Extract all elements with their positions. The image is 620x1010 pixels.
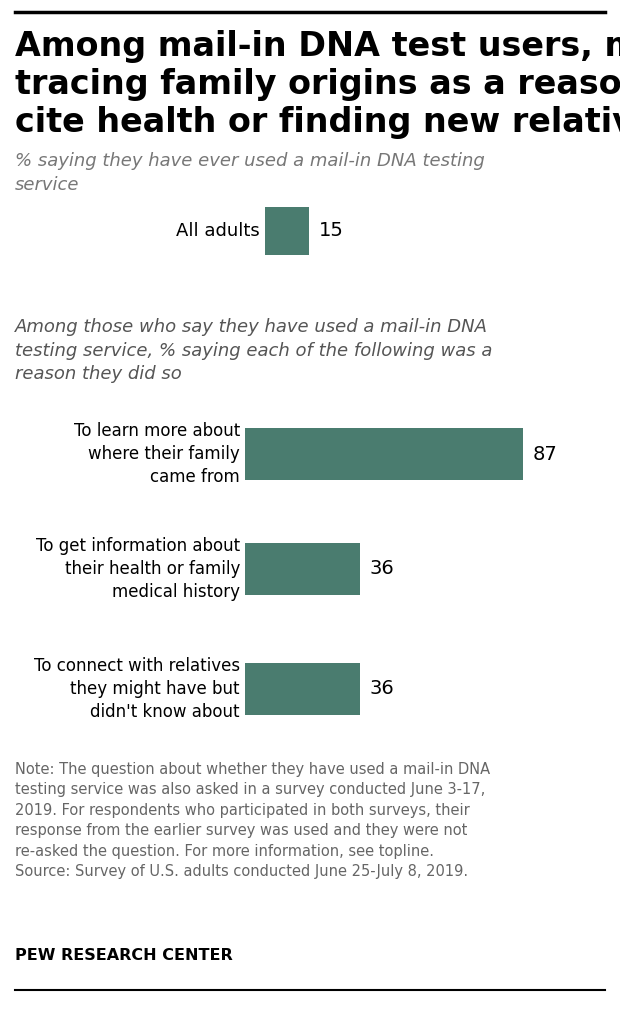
Text: All adults: All adults — [176, 222, 260, 240]
Text: 36: 36 — [369, 680, 394, 699]
Bar — [245, 543, 360, 595]
Text: PEW RESEARCH CENTER: PEW RESEARCH CENTER — [15, 948, 232, 963]
Text: To connect with relatives
they might have but
didn't know about: To connect with relatives they might hav… — [34, 658, 240, 721]
Text: To get information about
their health or family
medical history: To get information about their health or… — [36, 537, 240, 601]
Text: Note: The question about whether they have used a mail-in DNA
testing service wa: Note: The question about whether they ha… — [15, 762, 490, 879]
Bar — [245, 428, 523, 480]
Text: tracing family origins as a reason; fewer: tracing family origins as a reason; fewe… — [15, 68, 620, 101]
Text: 87: 87 — [533, 444, 557, 464]
Text: % saying they have ever used a mail-in DNA testing
service: % saying they have ever used a mail-in D… — [15, 152, 485, 194]
Text: 36: 36 — [369, 560, 394, 579]
Text: Among mail-in DNA test users, most cite: Among mail-in DNA test users, most cite — [15, 30, 620, 63]
Text: cite health or finding new relatives: cite health or finding new relatives — [15, 106, 620, 139]
Text: 15: 15 — [319, 221, 343, 240]
Bar — [265, 207, 309, 255]
Text: To learn more about
where their family
came from: To learn more about where their family c… — [74, 422, 240, 486]
Bar — [245, 663, 360, 715]
Text: Among those who say they have used a mail-in DNA
testing service, % saying each : Among those who say they have used a mai… — [15, 318, 492, 383]
